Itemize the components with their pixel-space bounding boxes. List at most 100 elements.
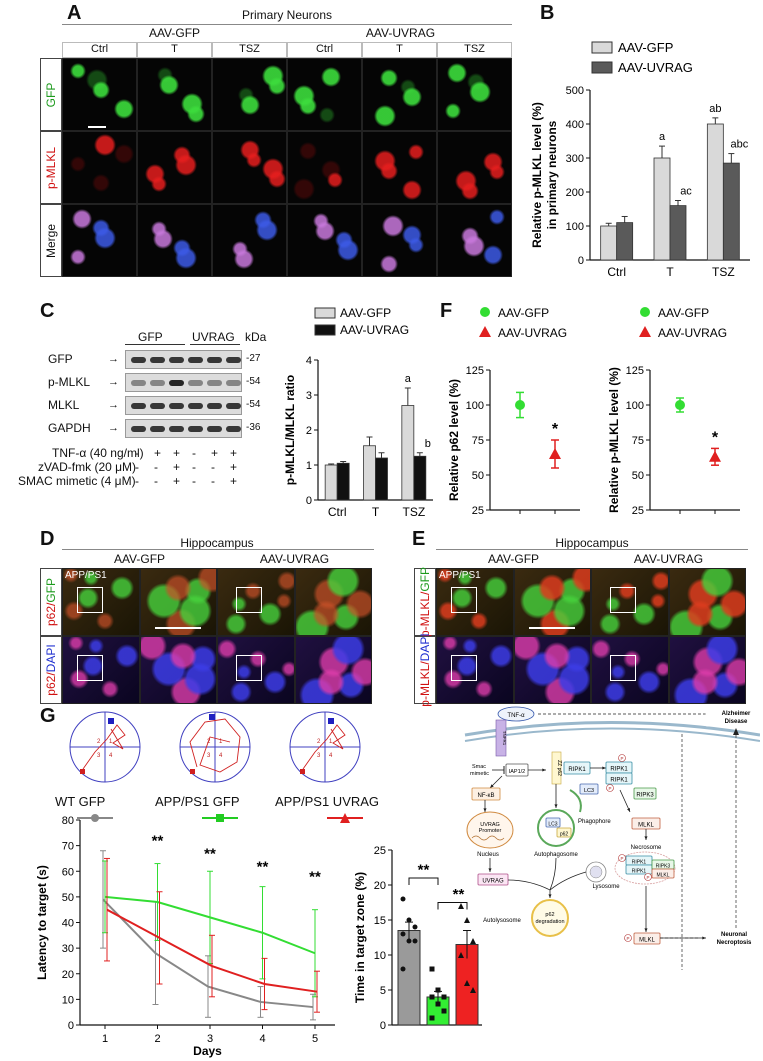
x-tick-label: Ctrl [328, 505, 347, 519]
x-tick-label: 4 [259, 1033, 265, 1045]
y-tick-label: 30 [62, 943, 74, 955]
panel-a-row-label: GFP [40, 58, 62, 131]
blot-band-label: p-MLKL [48, 375, 91, 389]
autophagosome-label: Autophagosome [534, 852, 578, 858]
y-axis-label: Latency to target (s) [35, 865, 49, 980]
legend-marker [640, 307, 650, 317]
row-label-text: p62/GFP [44, 577, 58, 627]
legend-swatch [591, 61, 613, 74]
ad-box [705, 705, 760, 727]
data-point [400, 966, 406, 972]
significance-label: abc [730, 139, 748, 151]
panel-a-title: Primary Neurons [241, 8, 333, 22]
quadrant-label: 2 [317, 739, 321, 745]
panel-g-target-zone-chart: 0 5 10 15 20 25 ** ** Time in target zone (%) [353, 845, 482, 1032]
treatment-sign: + [230, 460, 238, 474]
y-tick-label: 80 [62, 815, 74, 827]
x-tick-label: T [666, 265, 674, 279]
data-point [406, 917, 412, 923]
bar [401, 405, 415, 501]
ripk1-node-2-label: RIPK1 [610, 767, 628, 773]
treatment-sign: - [192, 474, 196, 488]
legend-label: AAV-UVRAG [618, 60, 693, 75]
swim-track-plots: 2 1 3 4 2 1 3 4 2 1 3 4 [69, 711, 361, 783]
micrograph-image [62, 131, 137, 204]
platform-marker [328, 718, 334, 724]
panel-label-g: G [40, 705, 56, 727]
blot-band [131, 426, 146, 432]
p62-degradation-label: p62 [545, 912, 554, 918]
micrograph-image [513, 568, 591, 636]
phospho-marker [618, 854, 626, 862]
svg-text:P: P [608, 786, 611, 791]
p62-node-2 [556, 827, 572, 838]
legend-label: AAV-GFP [618, 40, 673, 55]
micrograph-image [294, 568, 372, 636]
model-tag: APP/PS1 [65, 570, 107, 581]
phospho-marker [618, 754, 626, 762]
micrograph-image [137, 131, 212, 204]
y-tick-label: 20 [62, 969, 74, 981]
y-axis-label: Relative p-MLKL level (%)in primary neur… [530, 102, 559, 248]
ripk1-node-label: RIPK1 [568, 767, 586, 773]
micrograph-image [137, 204, 212, 277]
quadrant-label: 2 [207, 739, 211, 745]
p62-node-2-label: p62 [560, 832, 569, 838]
phagophore-label: Phagophore [578, 819, 611, 825]
panel-a-condition-label: TSZ [437, 42, 512, 58]
inset-box [451, 587, 477, 613]
data-point [429, 994, 435, 1000]
blot-band [169, 403, 184, 409]
quadrant-label: 2 [97, 739, 101, 745]
micrograph-image [287, 58, 362, 131]
panel-label-b: B [540, 2, 555, 24]
blot-kda: -27 [246, 353, 261, 364]
treatment-sign: + [211, 446, 219, 460]
autophagosome-shape [537, 809, 575, 847]
panel-a-group-uvrag: AAV-UVRAG [365, 26, 436, 40]
micrograph-image [437, 131, 512, 204]
blot-band [188, 357, 203, 363]
panel-label-a: A [67, 2, 82, 24]
quadrant-label: 1 [329, 739, 333, 745]
micrograph-image [287, 131, 362, 204]
pathway-arrow [619, 789, 631, 813]
x-axis-label: Days [193, 1044, 222, 1058]
panel-title-rule [436, 549, 748, 550]
necrosome-ripk1-label: RIPK1 [632, 860, 647, 866]
data-point [412, 924, 418, 930]
y-tick-label: 25 [632, 505, 644, 517]
legend-label: AAV-UVRAG [340, 323, 409, 337]
significance-label: ** [257, 858, 269, 875]
necrosome-ripk3-label: RIPK3 [656, 864, 671, 870]
y-tick-label: 100 [566, 221, 584, 233]
uvrag-promoter-label-2: Promoter [479, 828, 502, 834]
treatment-sign: - [135, 460, 139, 474]
row-label-text: p62/DAPI [44, 644, 58, 696]
y-tick-label: 100 [466, 400, 484, 412]
group-legend-marker [327, 813, 363, 823]
row-label-text: p-MLKL/GFP [418, 566, 432, 638]
group-legend-marker [77, 814, 113, 822]
bar [669, 205, 687, 261]
x-tick-label: TSZ [402, 505, 425, 519]
quadrant-label: 1 [219, 739, 223, 745]
blot-band [188, 426, 203, 432]
data-point [400, 896, 406, 902]
legend-marker [639, 326, 651, 337]
panel-e-title: Hippocampus [555, 536, 629, 550]
y-tick-label: 5 [380, 985, 386, 997]
phospho-marker [624, 934, 632, 942]
micrograph-image [217, 636, 295, 704]
y-tick-label: 75 [632, 435, 644, 447]
data-point [429, 966, 435, 972]
uvrag-promoter-label: UVRAG [480, 822, 500, 828]
mlkl-node-label: MLKL [638, 823, 654, 829]
blot-group-label: UVRAG [192, 330, 235, 344]
micrograph-image [591, 636, 669, 704]
svg-text:P: P [620, 756, 623, 761]
bar [324, 464, 338, 501]
y-tick-label: 15 [374, 915, 386, 927]
ripk1-node-3-label: RIPK1 [610, 778, 628, 784]
p62-degradation-label-2: degradation [535, 919, 564, 925]
